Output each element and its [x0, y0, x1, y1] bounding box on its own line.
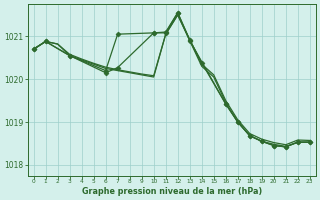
X-axis label: Graphe pression niveau de la mer (hPa): Graphe pression niveau de la mer (hPa) — [82, 187, 262, 196]
